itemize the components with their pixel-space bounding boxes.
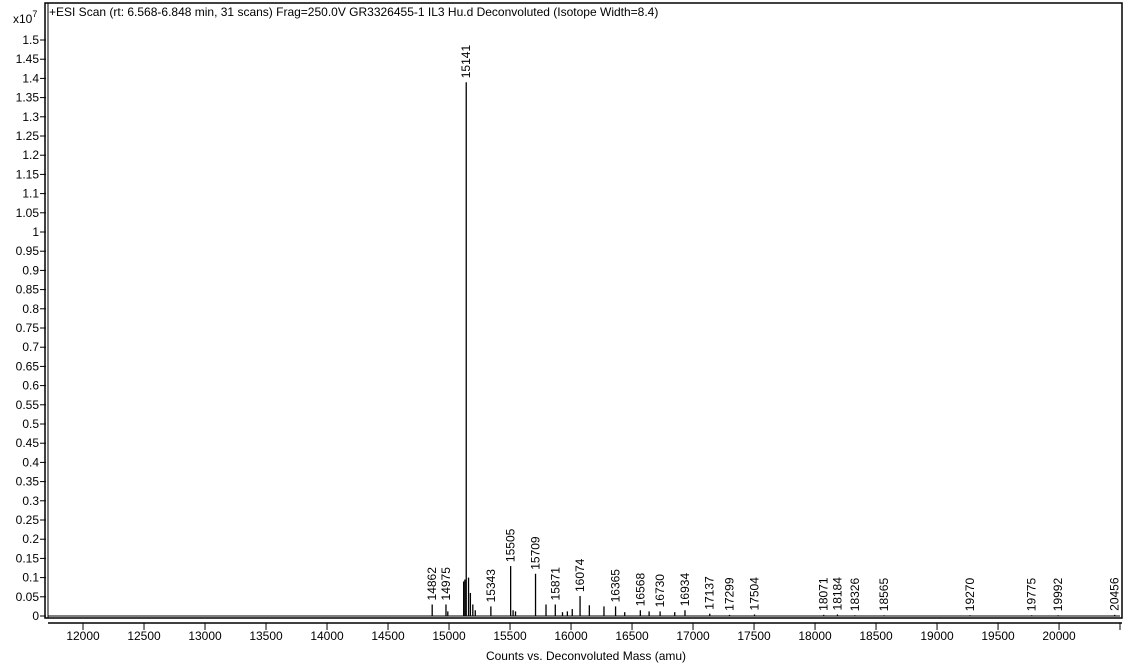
peak-label: 14975 (439, 567, 453, 601)
x-tick-label: 18000 (798, 629, 832, 643)
y-tick-label: 0.9 (22, 263, 39, 277)
peak-label: 15709 (529, 536, 543, 570)
spectrum-trace (431, 82, 1116, 616)
y-multiplier: x107 (13, 9, 37, 26)
y-tick-label: 1.3 (22, 110, 39, 124)
y-tick-label: 0.2 (22, 532, 39, 546)
x-tick-label: 18500 (859, 629, 893, 643)
y-tick-label: 1 (32, 225, 39, 239)
x-tick-label: 17500 (737, 629, 771, 643)
y-tick-label: 0.85 (16, 283, 40, 297)
x-axis-title: Counts vs. Deconvoluted Mass (amu) (486, 649, 686, 663)
y-multiplier-base: x10 (13, 12, 33, 26)
peak-label: 19775 (1025, 578, 1039, 612)
peak-label: 18565 (877, 578, 891, 612)
peak-label: 16074 (573, 558, 587, 592)
peak-label: 18326 (848, 578, 862, 612)
x-tick-label: 20000 (1042, 629, 1076, 643)
x-tick-label: 16500 (615, 629, 649, 643)
x-tick-label: 16000 (554, 629, 588, 643)
peak-label: 17504 (748, 577, 762, 611)
peak-label: 17137 (703, 576, 717, 610)
x-tick-label: 17000 (676, 629, 710, 643)
chart-title: +ESI Scan (rt: 6.568-6.848 min, 31 scans… (49, 5, 658, 19)
y-tick-label: 0.35 (16, 475, 40, 489)
y-tick-label: 0.05 (16, 590, 40, 604)
x-tick-label: 15000 (432, 629, 466, 643)
x-tick-label: 13500 (249, 629, 283, 643)
peak-labels: 14862 14975 15141 15343 15505 15709 15871 16074… (425, 45, 1121, 612)
y-tick-label: 0.15 (16, 551, 40, 565)
peak-label: 16365 (609, 569, 623, 603)
y-tick-label: 0.6 (22, 379, 39, 393)
peak-label: 19992 (1051, 578, 1065, 612)
x-tick-label: 12500 (127, 629, 161, 643)
peak-label: 16730 (653, 574, 667, 608)
y-tick-label: 0.1 (22, 571, 39, 585)
y-tick-label: 0.75 (16, 321, 40, 335)
x-tick-label: 19000 (920, 629, 954, 643)
peak-label: 19270 (963, 578, 977, 612)
peak-label: 15505 (504, 528, 518, 562)
y-tick-label: 0.5 (22, 417, 39, 431)
peak-label: 15141 (459, 45, 473, 79)
x-tick-label: 14500 (371, 629, 405, 643)
y-tick-label: 0.3 (22, 494, 39, 508)
x-tick-label: 13000 (188, 629, 222, 643)
y-tick-label: 1.2 (22, 148, 39, 162)
peak-label: 16568 (633, 573, 647, 607)
y-tick-label: 0.65 (16, 359, 40, 373)
y-tick-label: 1.15 (16, 167, 40, 181)
y-tick-label: 1.5 (22, 33, 39, 47)
y-axis: 0 0.05 0.1 0.15 0.2 0.25 0.3 0.35 0.4 0.45 0.5 0.55… (16, 33, 46, 623)
y-multiplier-exponent: 7 (32, 9, 37, 19)
peak-label: 20456 (1108, 577, 1122, 611)
y-tick-label: 0.25 (16, 513, 40, 527)
peak-label: 15871 (548, 567, 562, 601)
y-tick-label: 0.55 (16, 398, 40, 412)
peak-label: 18184 (830, 577, 844, 611)
y-tick-label: 1.05 (16, 206, 40, 220)
y-tick-label: 0 (32, 609, 39, 623)
x-axis: 12000 12500 13000 13500 14000 14500 15000 15500… (66, 623, 1121, 643)
y-tick-label: 0.45 (16, 436, 40, 450)
peak-label: 16934 (678, 573, 692, 607)
y-tick-label: 1.45 (16, 52, 40, 66)
y-tick-label: 0.95 (16, 244, 40, 258)
x-tick-label: 14000 (310, 629, 344, 643)
y-tick-label: 0.4 (22, 455, 39, 469)
y-tick-label: 1.35 (16, 91, 40, 105)
y-tick-label: 1.4 (22, 71, 39, 85)
y-tick-label: 0.7 (22, 340, 39, 354)
peak-label: 18071 (817, 577, 831, 611)
x-tick-label: 19500 (981, 629, 1015, 643)
y-tick-label: 0.8 (22, 302, 39, 316)
peak-label: 14862 (425, 567, 439, 601)
x-tick-label: 15500 (493, 629, 527, 643)
peak-label: 17299 (723, 577, 737, 611)
plot-frame (44, 2, 1123, 619)
x-tick-label: 12000 (66, 629, 100, 643)
y-tick-label: 1.25 (16, 129, 40, 143)
y-tick-label: 1.1 (22, 187, 39, 201)
peak-label: 15343 (484, 569, 498, 603)
